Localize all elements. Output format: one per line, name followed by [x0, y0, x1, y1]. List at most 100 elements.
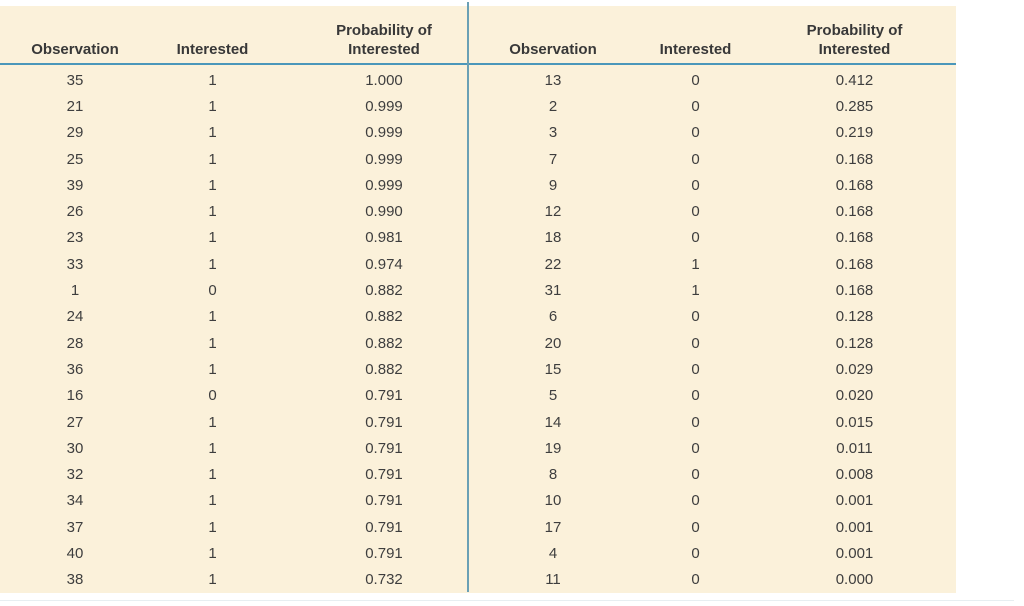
table-cell: 25: [66, 150, 84, 168]
table-cell: 0: [691, 518, 700, 536]
table-cell: 5: [548, 387, 558, 405]
table-cell: 0: [691, 71, 700, 89]
table-cell: 0.168: [835, 255, 874, 273]
table-cell: 0: [691, 571, 700, 589]
table-cell: 7: [548, 150, 558, 168]
table-cell: 1: [691, 255, 700, 273]
table-cell: 0: [691, 229, 700, 247]
table-cell: 0.020: [835, 387, 874, 405]
table-cell: 1: [208, 150, 217, 168]
table-column-divider: [467, 2, 469, 592]
table-cell: 0.168: [835, 176, 874, 194]
table-cell: 0.999: [365, 176, 403, 194]
table-cell: 20: [544, 334, 562, 352]
table-cell: 39: [66, 176, 84, 194]
right-table-header-row: Observation Interested Probability of In…: [468, 6, 956, 61]
table-cell: 1: [208, 97, 217, 115]
table-cell: 0.882: [365, 308, 403, 326]
table-cell: 0: [691, 124, 700, 142]
table-cell: 1: [208, 518, 217, 536]
table-cell: 0.990: [365, 203, 403, 221]
left-header-probability-line1: Probability of: [336, 22, 432, 40]
table-cell: 1.000: [365, 71, 403, 89]
table-cell: 0.168: [835, 203, 874, 221]
table-cell: 0: [691, 387, 700, 405]
right-header-interested: Interested: [659, 40, 732, 58]
left-header-interested: Interested: [176, 40, 249, 58]
table-cell: 13: [544, 71, 562, 89]
table-cell: 33: [66, 255, 84, 273]
table-cell: 0.882: [365, 282, 403, 300]
table-cell: 16: [66, 387, 84, 405]
table-cell: 8: [548, 466, 558, 484]
table-cell: 40: [66, 544, 84, 562]
table-cell: 0.791: [365, 466, 403, 484]
table-cell: 31: [544, 282, 562, 300]
table-cell: 0.882: [365, 360, 403, 378]
table-cell: 22: [544, 255, 562, 273]
table-cell: 0.999: [365, 124, 403, 142]
table-cell: 26: [66, 203, 84, 221]
table-cell: 0.791: [365, 492, 403, 510]
table-cell: 0.974: [365, 255, 403, 273]
table-cell: 1: [208, 544, 217, 562]
table-cell: 0.008: [835, 466, 874, 484]
table-cell: 12: [544, 203, 562, 221]
table-cell: 36: [66, 360, 84, 378]
table-cell: 0.285: [835, 97, 874, 115]
table-cell: 0.791: [365, 413, 403, 431]
table-cell: 0: [208, 282, 217, 300]
table-cell: 0: [691, 150, 700, 168]
table-cell: 1: [691, 282, 700, 300]
table-cell: 3: [548, 124, 558, 142]
left-header-observation: Observation: [31, 40, 119, 58]
table-cell: 28: [66, 334, 84, 352]
table-cell: 9: [548, 176, 558, 194]
table-cell: 27: [66, 413, 84, 431]
table-cell: 0.029: [835, 360, 874, 378]
right-header-probability: Probability of Interested: [753, 6, 956, 61]
table-cell: 18: [544, 229, 562, 247]
table-cell: 32: [66, 466, 84, 484]
table-cell: 23: [66, 229, 84, 247]
table-cell: 24: [66, 308, 84, 326]
table-cell: 0.981: [365, 229, 403, 247]
table-cell: 0: [691, 176, 700, 194]
header-underline-rule: [0, 63, 956, 65]
table-cell: 0.001: [835, 518, 874, 536]
table-cell: 0: [691, 203, 700, 221]
table-cell: 21: [66, 97, 84, 115]
table-cell: 1: [208, 308, 217, 326]
table-cell: 35: [66, 71, 84, 89]
table-cell: 2: [548, 97, 558, 115]
table-cell: 30: [66, 439, 84, 457]
table-cell: 0: [691, 360, 700, 378]
table-cell: 17: [544, 518, 562, 536]
table-cell: 38: [66, 571, 84, 589]
table-cell: 0.001: [835, 492, 874, 510]
table-cell: 0.412: [835, 71, 874, 89]
table-cell: 0.791: [365, 544, 403, 562]
table-cell: 37: [66, 518, 84, 536]
table-cell: 0.000: [835, 571, 874, 589]
table-cell: 0: [691, 439, 700, 457]
table-cell: 0.168: [835, 229, 874, 247]
table-cell: 0: [691, 544, 700, 562]
left-table-header-row: Observation Interested Probability of In…: [0, 6, 467, 61]
bottom-hairline: [0, 600, 1014, 601]
right-header-probability-line2: Interested: [818, 40, 891, 58]
right-header-observation: Observation: [509, 40, 597, 58]
table-cell: 1: [208, 571, 217, 589]
table-cell: 0: [691, 97, 700, 115]
left-table-rows: 35 1 1.000 21 1 0.999 29 1 0.999 25 1 0.999 39 1 0.999…: [0, 67, 467, 593]
table-cell: 34: [66, 492, 84, 510]
table-cell: 1: [208, 176, 217, 194]
table-cell: 0.001: [835, 544, 874, 562]
table-cell: 1: [208, 255, 217, 273]
table-cell: 0: [691, 466, 700, 484]
table-cell: 0: [691, 413, 700, 431]
table-cell: 0.219: [835, 124, 874, 142]
left-header-probability: Probability of Interested: [275, 6, 467, 61]
table-cell: 0.128: [835, 308, 874, 326]
probability-table-panel: Observation Interested Probability of In…: [0, 2, 956, 593]
